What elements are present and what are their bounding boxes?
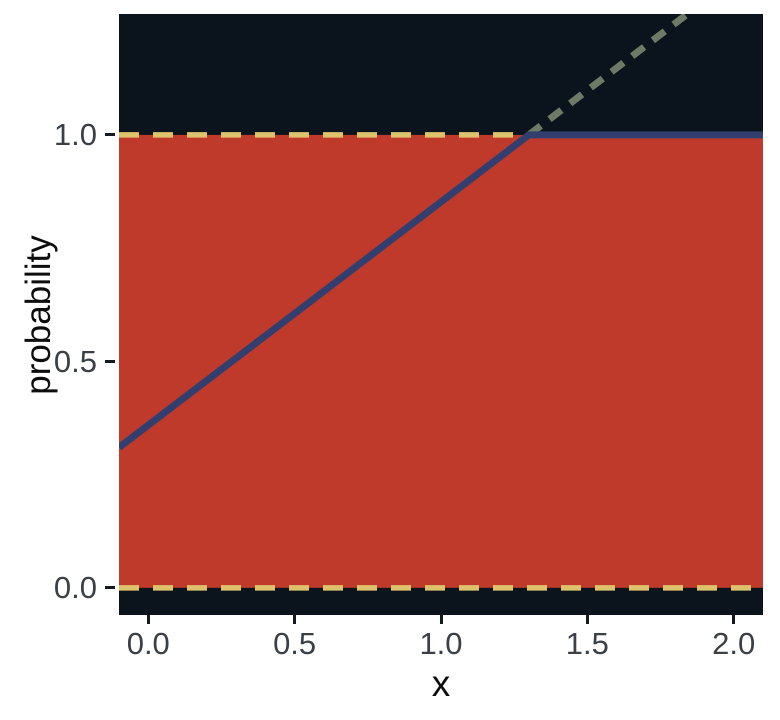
y-tick-label: 1.0: [53, 117, 97, 153]
x-tick-mark: [439, 615, 443, 624]
uncapped-extension-line: [526, 14, 694, 138]
capped-probability-line: [119, 131, 763, 451]
y-tick-label: 0.5: [53, 343, 97, 379]
y-axis-title: probability: [19, 235, 58, 395]
x-tick-label: 1.5: [565, 626, 609, 661]
y-tick-label: 0.0: [53, 570, 97, 606]
x-tick-label: 1.0: [419, 626, 463, 661]
x-tick-label: 0.5: [273, 626, 317, 661]
x-tick-mark: [585, 615, 589, 624]
y-tick-mark: [105, 133, 115, 137]
x-tick-label: 0.0: [126, 626, 170, 661]
x-tick-mark: [146, 615, 150, 624]
x-tick-mark: [732, 615, 736, 624]
plot-area-svg: [119, 14, 763, 591]
y-tick-mark: [105, 586, 115, 590]
plot-panel: [119, 14, 763, 615]
y-tick-mark: [105, 359, 115, 363]
x-axis-title: x: [431, 663, 451, 704]
x-tick-label: 2.0: [712, 626, 756, 661]
x-tick-mark: [293, 615, 297, 624]
